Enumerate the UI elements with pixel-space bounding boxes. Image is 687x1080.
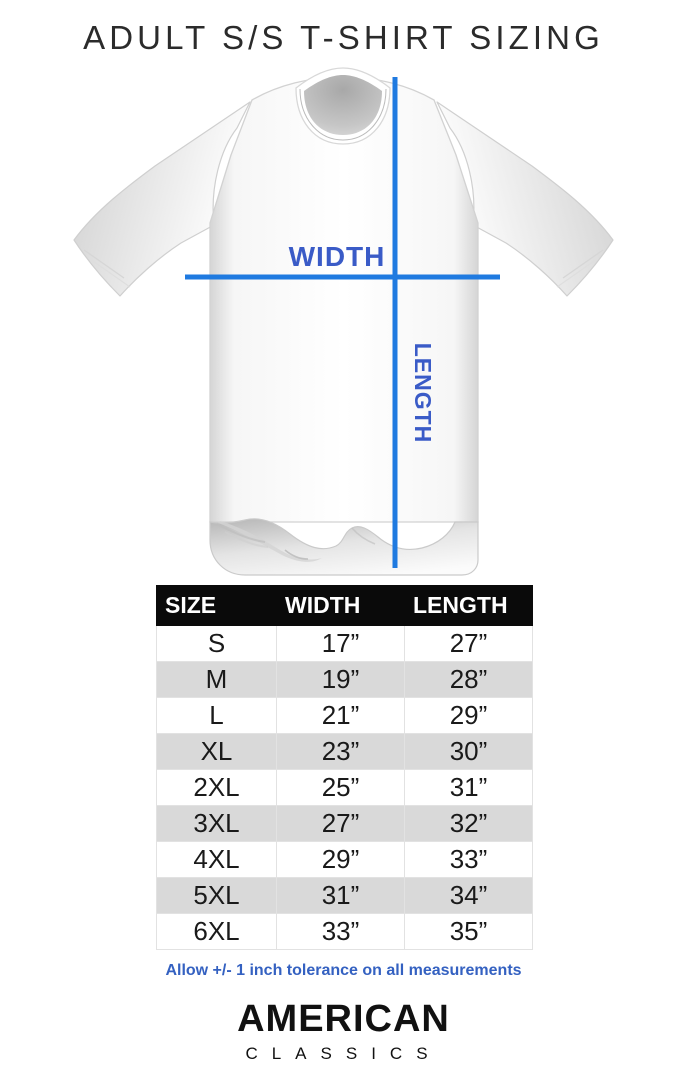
- svg-text:WIDTH: WIDTH: [289, 241, 386, 272]
- svg-text:LENGTH: LENGTH: [410, 343, 436, 444]
